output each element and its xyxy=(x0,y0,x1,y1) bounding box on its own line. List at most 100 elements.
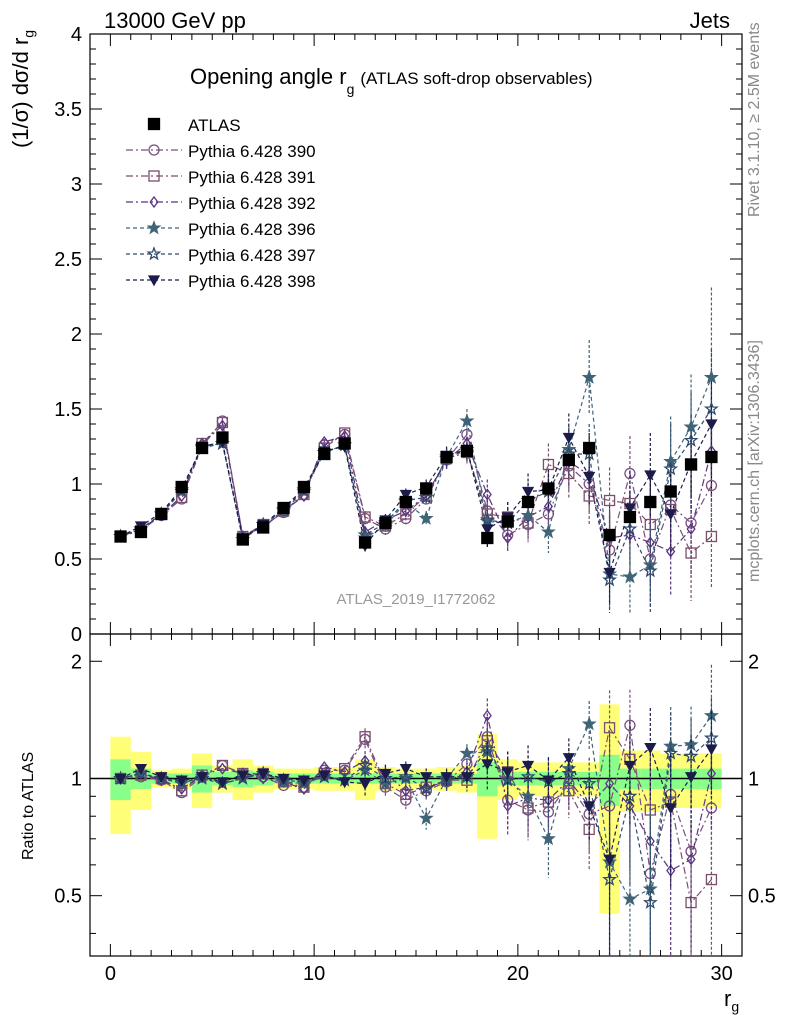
ratio-point xyxy=(684,772,698,784)
y-tick-label: 2.5 xyxy=(54,249,82,271)
series-line xyxy=(120,408,712,583)
ratio-point xyxy=(236,770,249,782)
ratio-y-tick-label-right: 0.5 xyxy=(748,886,776,908)
data-point xyxy=(503,531,513,545)
ratio-point xyxy=(683,748,699,763)
data-point xyxy=(521,495,535,509)
data-point xyxy=(440,450,453,464)
data-point xyxy=(481,524,494,536)
data-point xyxy=(155,507,168,521)
x-tick-label: 20 xyxy=(507,963,529,985)
ratio-point xyxy=(398,768,414,784)
series-line xyxy=(120,377,712,578)
data-point xyxy=(583,441,596,455)
data-point xyxy=(603,544,616,556)
ratio-point xyxy=(216,777,229,789)
chart-title-sub: g xyxy=(347,81,355,97)
ratio-point xyxy=(581,716,597,731)
ratio-point xyxy=(603,854,616,866)
data-point xyxy=(603,567,616,579)
chart-title-main: Opening angle r xyxy=(190,64,347,89)
data-point xyxy=(664,485,677,498)
data-point xyxy=(705,450,718,464)
data-point xyxy=(479,512,495,527)
ratio-point xyxy=(133,765,149,780)
data-point xyxy=(683,419,699,434)
uncertainty-band-inner xyxy=(477,762,498,797)
ratio-point xyxy=(501,767,514,779)
ratio-point xyxy=(297,775,311,787)
data-point xyxy=(318,447,331,461)
ratio-point xyxy=(562,753,575,765)
ratio-point xyxy=(217,762,227,775)
ratio-point xyxy=(705,744,718,756)
ratio-point xyxy=(420,772,433,784)
legend-marker xyxy=(146,220,162,235)
legend-label: Pythia 6.428 398 xyxy=(188,272,316,291)
ratio-point xyxy=(664,803,677,815)
ratio-y-tick-label-right: 2 xyxy=(748,651,759,673)
data-point xyxy=(257,521,270,534)
data-point xyxy=(685,547,697,559)
data-point xyxy=(703,401,719,416)
ratio-point xyxy=(642,894,658,909)
data-point xyxy=(623,503,637,515)
data-point xyxy=(686,522,696,536)
ratio-y-tick-label: 2 xyxy=(71,651,82,673)
data-point xyxy=(583,490,595,502)
ratio-point xyxy=(359,731,371,743)
ratio-y-tick-label-right: 1 xyxy=(748,768,759,790)
data-point xyxy=(664,509,677,521)
data-point xyxy=(622,569,638,584)
data-point xyxy=(622,521,638,536)
chart-title: Opening angle rg (ATLAS soft-drop observa… xyxy=(190,64,592,97)
rivet-version-label: Rivet 3.1.10, ≥ 2.5M events xyxy=(746,22,763,217)
data-point xyxy=(297,480,311,494)
data-point xyxy=(705,479,718,492)
y-tick-label: 0 xyxy=(71,624,82,646)
ratio-point xyxy=(624,719,636,731)
ratio-point xyxy=(134,763,148,775)
ratio-point xyxy=(401,784,411,797)
ratio-point xyxy=(622,891,638,906)
data-point xyxy=(482,488,492,501)
data-point xyxy=(666,545,676,558)
data-point xyxy=(645,536,655,549)
data-point xyxy=(399,489,412,501)
data-point xyxy=(400,508,412,520)
ratio-point xyxy=(440,772,453,784)
chart-title-suffix: (ATLAS soft-drop observables) xyxy=(360,69,592,88)
legend-label: Pythia 6.428 392 xyxy=(188,194,316,213)
data-point xyxy=(217,419,227,432)
data-point xyxy=(644,518,656,531)
x-tick-label: 10 xyxy=(303,963,325,985)
data-point xyxy=(602,572,618,587)
legend-label: Pythia 6.428 396 xyxy=(188,220,316,239)
x-tick-label: 0 xyxy=(105,963,116,985)
data-point xyxy=(520,507,536,522)
ratio-point xyxy=(503,799,513,813)
ratio-point xyxy=(418,810,434,825)
top-y-axis-label: (1/σ) dσ/d rg xyxy=(8,30,36,148)
ratio-point xyxy=(520,768,536,784)
series-line xyxy=(120,419,712,562)
ratio-point xyxy=(418,781,434,796)
data-point xyxy=(685,517,697,529)
ratio-point xyxy=(644,742,657,754)
ratio-point xyxy=(357,757,373,772)
data-point xyxy=(502,529,514,541)
data-point xyxy=(583,471,596,483)
ratio-point xyxy=(277,773,290,785)
data-point xyxy=(603,528,616,542)
y-tick-label: 3.5 xyxy=(54,99,82,121)
data-point xyxy=(563,467,575,480)
mcplots-credit-label: mcplots.cern.ch [arXiv:1306.3436] xyxy=(746,340,763,582)
data-point xyxy=(481,531,494,545)
data-point xyxy=(543,500,553,513)
data-point xyxy=(399,495,412,509)
data-point xyxy=(705,530,718,543)
data-point xyxy=(603,494,616,507)
data-point xyxy=(542,482,555,495)
